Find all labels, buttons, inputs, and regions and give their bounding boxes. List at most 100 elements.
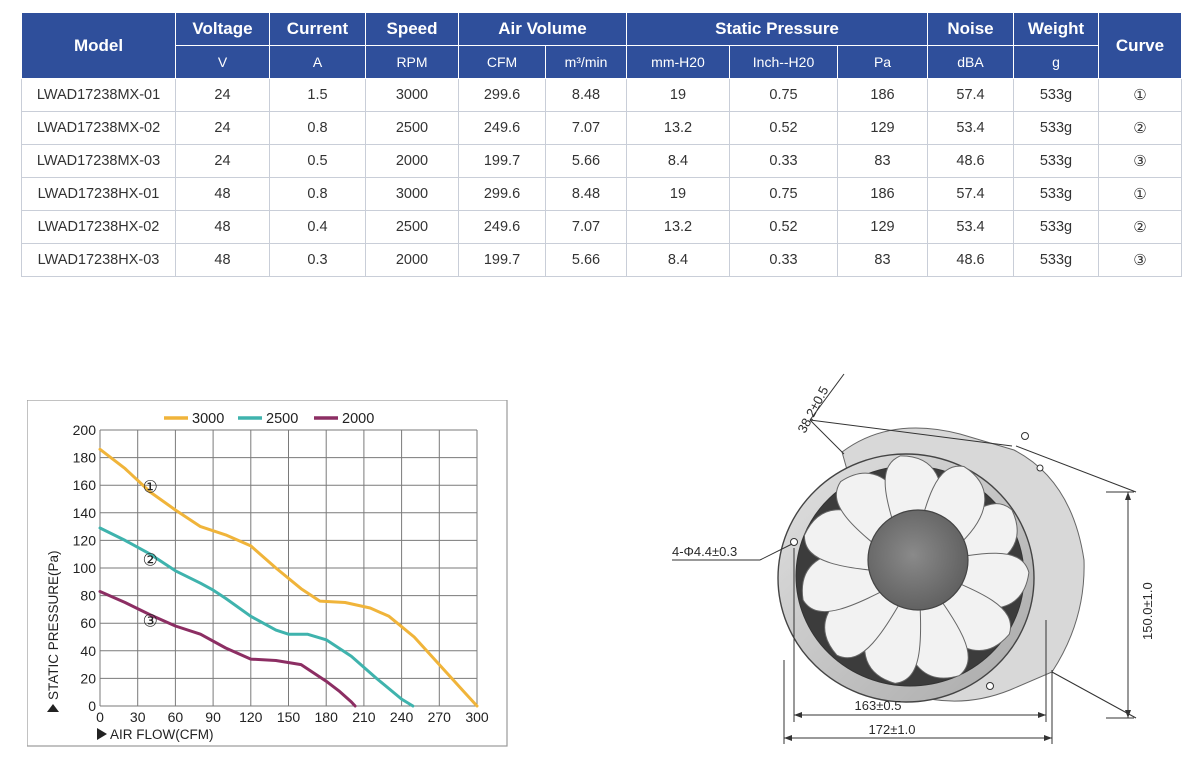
cell-cfm: 249.6 — [458, 111, 546, 145]
cell-inchh2o: 0.33 — [729, 144, 838, 178]
unit-cell: mm-H20 — [626, 45, 730, 79]
cell-curve: ② — [1098, 210, 1182, 244]
cell-voltage: 24 — [175, 111, 270, 145]
cell-speed: 2500 — [365, 111, 459, 145]
cell-pa: 186 — [837, 177, 928, 211]
header-noise: Noise — [927, 12, 1014, 46]
cell-m3min: 8.48 — [545, 177, 627, 211]
cell-model: LWAD17238MX-03 — [21, 144, 176, 178]
cell-mmh2o: 19 — [626, 177, 730, 211]
dimension-lines — [672, 373, 1137, 744]
dim-width-label: 172±1.0 — [869, 722, 916, 737]
spec-table: Model Voltage Current Speed Air Volume S… — [21, 12, 1182, 277]
cell-mmh2o: 8.4 — [626, 144, 730, 178]
cell-cfm: 199.7 — [458, 243, 546, 277]
table-row: LWAD17238HX-03 48 0.3 2000 199.7 5.66 8.4 0.33 8… — [21, 243, 1182, 277]
cell-dba: 48.6 — [927, 144, 1014, 178]
header-voltage: Voltage — [175, 12, 270, 46]
legend-label-2000: 2000 — [342, 411, 374, 427]
y-tick-label: 160 — [73, 477, 97, 493]
fan-dimension-drawing: 163±0.5 172±1.0 4-Φ4.4±0.3 150.0±1.0 38.… — [672, 373, 1155, 744]
cell-pa: 129 — [837, 111, 928, 145]
x-tick-label: 90 — [205, 709, 221, 725]
cell-voltage: 48 — [175, 243, 270, 277]
unit-cell: V — [175, 45, 270, 79]
cell-curve: ③ — [1098, 144, 1182, 178]
cell-m3min: 8.48 — [545, 78, 627, 112]
unit-cell: g — [1013, 45, 1099, 79]
cell-cfm: 299.6 — [458, 78, 546, 112]
cell-speed: 3000 — [365, 177, 459, 211]
cell-weight: 533g — [1013, 111, 1099, 145]
curve-marker-2: ② — [143, 551, 158, 571]
y-tick-label: 120 — [73, 532, 97, 548]
series-line-2000 — [98, 590, 357, 708]
cell-inchh2o: 0.52 — [729, 210, 838, 244]
unit-cell: RPM — [365, 45, 459, 79]
cell-cfm: 199.7 — [458, 144, 546, 178]
series-line-2500 — [98, 526, 415, 708]
cell-pa: 83 — [837, 243, 928, 277]
cell-m3min: 7.07 — [545, 111, 627, 145]
x-tick-label: 30 — [130, 709, 146, 725]
cell-m3min: 5.66 — [545, 243, 627, 277]
cell-voltage: 24 — [175, 78, 270, 112]
table-row: LWAD17238MX-03 24 0.5 2000 199.7 5.66 8.4 0.33 8… — [21, 144, 1182, 178]
unit-cell: A — [269, 45, 366, 79]
y-tick-label: 100 — [73, 560, 97, 576]
mounting-hole — [790, 538, 798, 546]
header-speed: Speed — [365, 12, 459, 46]
x-tick-label: 60 — [168, 709, 184, 725]
y-axis-title: STATIC PRESSURE(Pa) — [46, 550, 61, 712]
mounting-hole — [1036, 464, 1044, 472]
cell-voltage: 48 — [175, 177, 270, 211]
chart-ticks: 0 30 60 90 120 150 180 210 240 270 300 0 20 40 60 80 100… — [73, 422, 489, 725]
x-axis-label: AIR FLOW(CFM) — [110, 727, 214, 742]
unit-cell: Pa — [837, 45, 928, 79]
x-tick-label: 300 — [465, 709, 489, 725]
x-axis-arrow-icon — [97, 728, 107, 740]
unit-cell: dBA — [927, 45, 1014, 79]
dim-holes-label: 4-Φ4.4±0.3 — [672, 544, 737, 559]
cell-current: 0.4 — [269, 210, 366, 244]
cell-cfm: 249.6 — [458, 210, 546, 244]
cell-mmh2o: 19 — [626, 78, 730, 112]
dimension-arrows — [784, 492, 1131, 741]
table-body: LWAD17238MX-01 24 1.5 3000 299.6 8.48 19 0.75 18… — [21, 78, 1182, 277]
dim-hole-span-label: 163±0.5 — [855, 698, 902, 713]
y-tick-label: 40 — [80, 643, 96, 659]
cell-curve: ③ — [1098, 243, 1182, 277]
cell-model: LWAD17238HX-02 — [21, 210, 176, 244]
chart-series: ① ② ③ — [98, 447, 479, 708]
cell-speed: 3000 — [365, 78, 459, 112]
header-static-pressure: Static Pressure — [626, 12, 928, 46]
x-tick-label: 120 — [239, 709, 263, 725]
y-tick-label: 80 — [80, 588, 96, 604]
cell-inchh2o: 0.52 — [729, 111, 838, 145]
cell-dba: 48.6 — [927, 243, 1014, 277]
unit-cell: CFM — [458, 45, 546, 79]
cell-weight: 533g — [1013, 210, 1099, 244]
cell-weight: 533g — [1013, 78, 1099, 112]
unit-cell: Inch--H20 — [729, 45, 838, 79]
x-tick-label: 150 — [277, 709, 301, 725]
cell-dba: 53.4 — [927, 111, 1014, 145]
cell-curve: ① — [1098, 177, 1182, 211]
cell-cfm: 299.6 — [458, 177, 546, 211]
x-tick-label: 240 — [390, 709, 414, 725]
fan-body — [777, 427, 1085, 703]
y-tick-label: 20 — [80, 670, 96, 686]
x-tick-label: 270 — [428, 709, 452, 725]
y-tick-label: 60 — [80, 615, 96, 631]
cell-model: LWAD17238MX-01 — [21, 78, 176, 112]
y-tick-label: 0 — [88, 698, 96, 714]
cell-speed: 2000 — [365, 144, 459, 178]
fan-hub — [867, 509, 969, 611]
table-row: LWAD17238HX-01 48 0.8 3000 299.6 8.48 19 0.75 18… — [21, 177, 1182, 211]
cell-m3min: 5.66 — [545, 144, 627, 178]
y-tick-label: 200 — [73, 422, 97, 438]
cell-inchh2o: 0.75 — [729, 177, 838, 211]
curve-marker-1: ① — [143, 478, 158, 498]
x-axis-title: AIR FLOW(CFM) — [97, 727, 214, 742]
table-row: LWAD17238MX-02 24 0.8 2500 249.6 7.07 13.2 0.52… — [21, 111, 1182, 145]
